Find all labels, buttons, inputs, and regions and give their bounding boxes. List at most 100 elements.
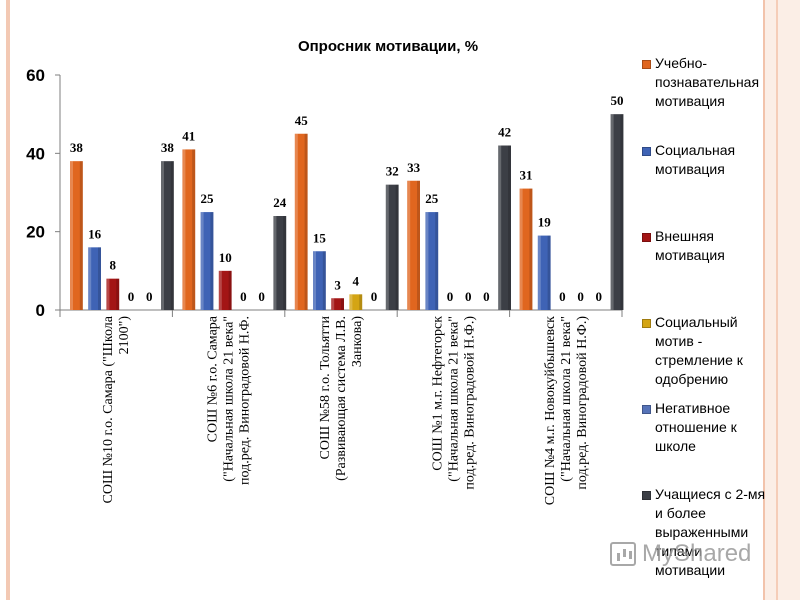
data-label: 10 — [219, 250, 232, 265]
data-label: 8 — [110, 258, 117, 273]
bar — [200, 212, 214, 310]
chart-category-labels: СОШ №10 г.о. Самара ("Школа2100") СОШ №6 … — [101, 315, 590, 505]
legend-item: Учащиеся с 2-мя и более выраженными типа… — [642, 485, 773, 580]
bar-highlight — [200, 212, 204, 310]
data-label: 0 — [559, 289, 566, 304]
category-label-line: СОШ №10 г.о. Самара ("Школа — [101, 315, 116, 503]
y-tick-label: 60 — [26, 66, 45, 85]
category-label-line: под.ред. Виноградовой Н.Ф.) — [462, 316, 477, 490]
bar-shade — [417, 180, 420, 310]
slide-border-left — [6, 0, 10, 600]
category-label-line: ("Начальная школа 21 века" — [559, 316, 574, 482]
bar-highlight — [407, 180, 411, 310]
legend-item: Социальный мотив - стремление к одобрени… — [642, 313, 773, 389]
bar-highlight — [537, 235, 541, 310]
bar-shade — [98, 247, 101, 310]
bar-shade — [547, 235, 551, 310]
legend-swatch — [642, 491, 651, 500]
data-label: 16 — [88, 226, 102, 241]
bar-shade — [341, 298, 344, 310]
bar-shade — [620, 114, 624, 311]
y-tick-label: 40 — [26, 144, 45, 163]
category-label-line: Занкова) — [350, 316, 365, 367]
legend-label: Социальная мотивация — [655, 142, 736, 177]
data-label: 4 — [353, 273, 360, 288]
category-label: СОШ №4 м.г. Новокуйбышевск("Начальная шк… — [543, 316, 590, 506]
chart-title: Опросник мотивации, % — [298, 38, 478, 55]
bar — [182, 149, 196, 310]
legend-label: Внешняя мотивация — [655, 228, 725, 263]
category-label-line: 2100") — [117, 316, 132, 355]
data-label: 0 — [577, 289, 584, 304]
chart-bars — [70, 114, 624, 311]
category-label-line: (Развивающая система Л.В. — [334, 316, 349, 481]
data-label: 24 — [273, 195, 287, 210]
bar-shade — [508, 145, 511, 310]
data-label: 38 — [70, 140, 84, 155]
data-label: 41 — [182, 128, 195, 143]
bar-shade — [228, 270, 232, 310]
legend-item: Внешняя мотивация — [642, 227, 773, 265]
bar-shade — [395, 184, 399, 310]
legend-label: Негативное отношение к школе — [655, 400, 737, 454]
bar — [218, 270, 232, 310]
bar-highlight — [331, 298, 335, 310]
legend-item: Негативное отношение к школе — [642, 399, 773, 456]
bar-shade — [192, 149, 196, 310]
bar — [425, 212, 439, 310]
data-label: 0 — [128, 289, 135, 304]
bar-highlight — [106, 278, 110, 310]
category-label: СОШ №10 г.о. Самара ("Школа2100") — [101, 315, 132, 503]
data-label: 32 — [386, 164, 399, 179]
data-label: 0 — [258, 289, 265, 304]
data-label: 0 — [483, 289, 490, 304]
category-label-line: под.ред. Виноградовой Н.Ф. — [238, 316, 253, 485]
bar-shade — [529, 188, 533, 310]
bar-highlight — [161, 161, 164, 310]
data-label: 0 — [596, 289, 603, 304]
data-label: 19 — [538, 215, 552, 230]
category-label-line: под.ред. Виноградовой Н.Ф.) — [575, 316, 590, 490]
bar — [537, 235, 551, 310]
bar-highlight — [349, 294, 353, 310]
data-label: 45 — [295, 113, 309, 128]
legend-swatch — [642, 60, 651, 69]
data-label: 0 — [146, 289, 153, 304]
bar-shade — [170, 161, 174, 310]
bar — [385, 184, 399, 310]
bar — [407, 180, 420, 310]
bar-highlight — [313, 251, 316, 310]
watermark: MyShared — [610, 540, 751, 568]
bar-shade — [283, 216, 287, 310]
bar-shade — [304, 133, 308, 310]
bar-shade — [322, 251, 326, 310]
bar-highlight — [273, 216, 277, 310]
watermark-text: MyShared — [642, 540, 752, 567]
presentation-chart-icon — [610, 542, 636, 566]
category-label-line: СОШ №4 м.г. Новокуйбышевск — [543, 316, 558, 505]
data-label: 33 — [407, 160, 421, 175]
data-label: 25 — [201, 191, 215, 206]
legend-item: Учебно-познавательная мотивация — [642, 54, 773, 111]
data-label: 38 — [161, 140, 175, 155]
bar-highlight — [182, 149, 186, 310]
bar-shade — [435, 212, 439, 310]
y-tick-label: 0 — [36, 301, 45, 320]
bar — [349, 294, 363, 310]
bar — [610, 114, 624, 311]
data-label: 25 — [425, 191, 439, 206]
data-label: 0 — [371, 289, 378, 304]
category-label: СОШ №6 г.о. Самара("Начальная школа 21 в… — [206, 315, 253, 485]
bar-shade — [210, 212, 214, 310]
bar — [70, 161, 83, 310]
data-label: 0 — [447, 289, 454, 304]
data-label: 15 — [313, 230, 327, 245]
category-label-line: ("Начальная школа 21 века" — [222, 316, 237, 482]
data-label: 3 — [334, 277, 341, 292]
bar — [106, 278, 120, 310]
bar-highlight — [218, 270, 222, 310]
data-label: 0 — [240, 289, 247, 304]
